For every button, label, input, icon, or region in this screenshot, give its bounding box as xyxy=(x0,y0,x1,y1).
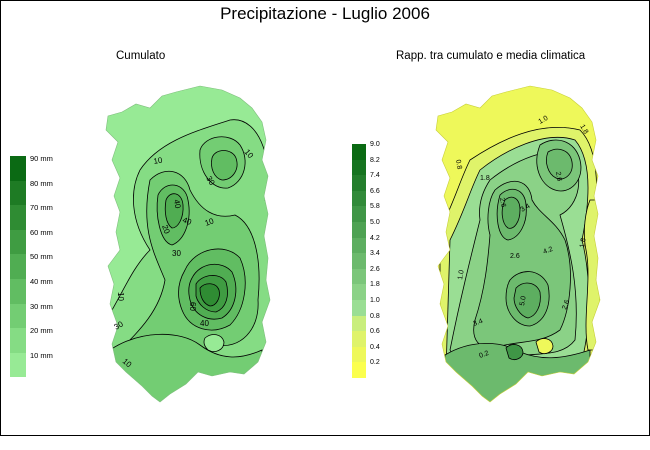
right-contour-label: 1.8 xyxy=(480,175,490,182)
legend-swatch xyxy=(352,144,366,160)
legend-swatch xyxy=(10,279,26,304)
right-contour-labels: 0.8 1.0 2.6 1.8 1.8 2.6 3.4 2.6 4.2 1.8 … xyxy=(454,115,589,360)
legend-label: 7.4 xyxy=(370,172,380,180)
legend-swatch xyxy=(352,159,366,176)
legend-label: 70 mm xyxy=(30,203,53,213)
legend-swatch xyxy=(352,253,366,269)
legend-label: 20 mm xyxy=(30,326,53,336)
legend-swatch xyxy=(352,222,366,238)
right-contour-label: 5.0 xyxy=(519,295,528,306)
legend-label: 1.8 xyxy=(370,281,380,289)
legend-swatch xyxy=(352,190,366,207)
right-contour-label: 3.4 xyxy=(472,318,484,328)
legend-swatch xyxy=(10,205,26,230)
left-contour-label: 20 xyxy=(160,224,172,236)
right-contour-label: 1.8 xyxy=(578,124,589,136)
right-contour-label: 0.2 xyxy=(478,350,490,360)
legend-label: 80 mm xyxy=(30,178,53,188)
legend-label: 0.8 xyxy=(370,312,380,320)
legend-label: 60 mm xyxy=(30,227,53,237)
left-contour-label: 40 xyxy=(200,319,209,328)
legend-swatch xyxy=(352,315,366,332)
left-contour-label: 40 xyxy=(172,199,183,210)
legend-label: 50 mm xyxy=(30,252,53,262)
figure-title: Precipitazione - Luglio 2006 xyxy=(220,4,430,23)
legend-label: 0.2 xyxy=(370,359,380,367)
legend-label: 4.2 xyxy=(370,234,380,242)
legend-swatch xyxy=(352,175,366,191)
legend-label: 10 mm xyxy=(30,350,53,360)
legend-label: 40 mm xyxy=(30,277,53,286)
legend-swatch xyxy=(10,229,26,255)
legend-label: 2.6 xyxy=(370,265,380,273)
legend-label: 1.0 xyxy=(370,297,380,304)
right-contour-label: 1.0 xyxy=(538,115,550,126)
legend-swatch xyxy=(10,303,26,329)
legend-label: 8.2 xyxy=(370,156,380,164)
legend-swatch xyxy=(10,328,26,353)
legend-label: 9.0 xyxy=(370,141,380,148)
right-contour-label: 3.4 xyxy=(520,203,532,214)
legend-swatch xyxy=(352,331,366,347)
left-contour-label: 30 xyxy=(172,249,181,258)
left-contour-label: 10 xyxy=(204,216,216,228)
legend-swatch xyxy=(10,180,26,206)
right-contour-label: 2.6 xyxy=(498,197,507,208)
legend-swatch xyxy=(10,254,26,279)
left-island xyxy=(105,85,271,403)
legend-swatch xyxy=(352,284,366,300)
legend-swatch xyxy=(352,362,366,378)
legend-label: 6.6 xyxy=(370,187,380,195)
right-contour-label: 2.6 xyxy=(510,253,520,260)
right-contour-label: 0.8 xyxy=(454,159,463,170)
legend-label: 3.4 xyxy=(370,250,380,258)
left-contour-label: 10 xyxy=(153,155,164,166)
left-map-subtitle: Cumulato xyxy=(116,50,166,62)
legend-label: 5.0 xyxy=(370,219,380,226)
right-map-subtitle: Rapp. tra cumulato e media climatica xyxy=(396,50,586,62)
left-contour-label: 60 xyxy=(188,302,197,311)
left-contour-label: 40 xyxy=(181,215,193,227)
legend-swatch xyxy=(352,206,366,222)
legend-label: 0.6 xyxy=(370,328,380,336)
legend-swatch xyxy=(352,268,366,285)
legend-swatch xyxy=(352,237,366,254)
right-contour-label: 2.6 xyxy=(554,171,563,182)
right-contour-label: 2.6 xyxy=(561,299,571,311)
legend-label: 0.4 xyxy=(370,343,380,351)
right-island xyxy=(435,85,601,403)
legend-label: 5.8 xyxy=(370,203,380,211)
legend-swatch xyxy=(10,156,26,181)
right-contour-label: 4.2 xyxy=(542,246,554,256)
legend-swatch xyxy=(352,346,366,363)
right-contour-label: 1.8 xyxy=(579,237,588,248)
legend-swatch xyxy=(352,300,366,316)
right-contour-label: 1.0 xyxy=(457,269,466,280)
legend-label: 90 mm xyxy=(30,154,53,163)
left-contour-label: 10 xyxy=(116,292,125,301)
legend-swatch xyxy=(10,352,26,378)
legend-label: 30 mm xyxy=(30,301,53,311)
